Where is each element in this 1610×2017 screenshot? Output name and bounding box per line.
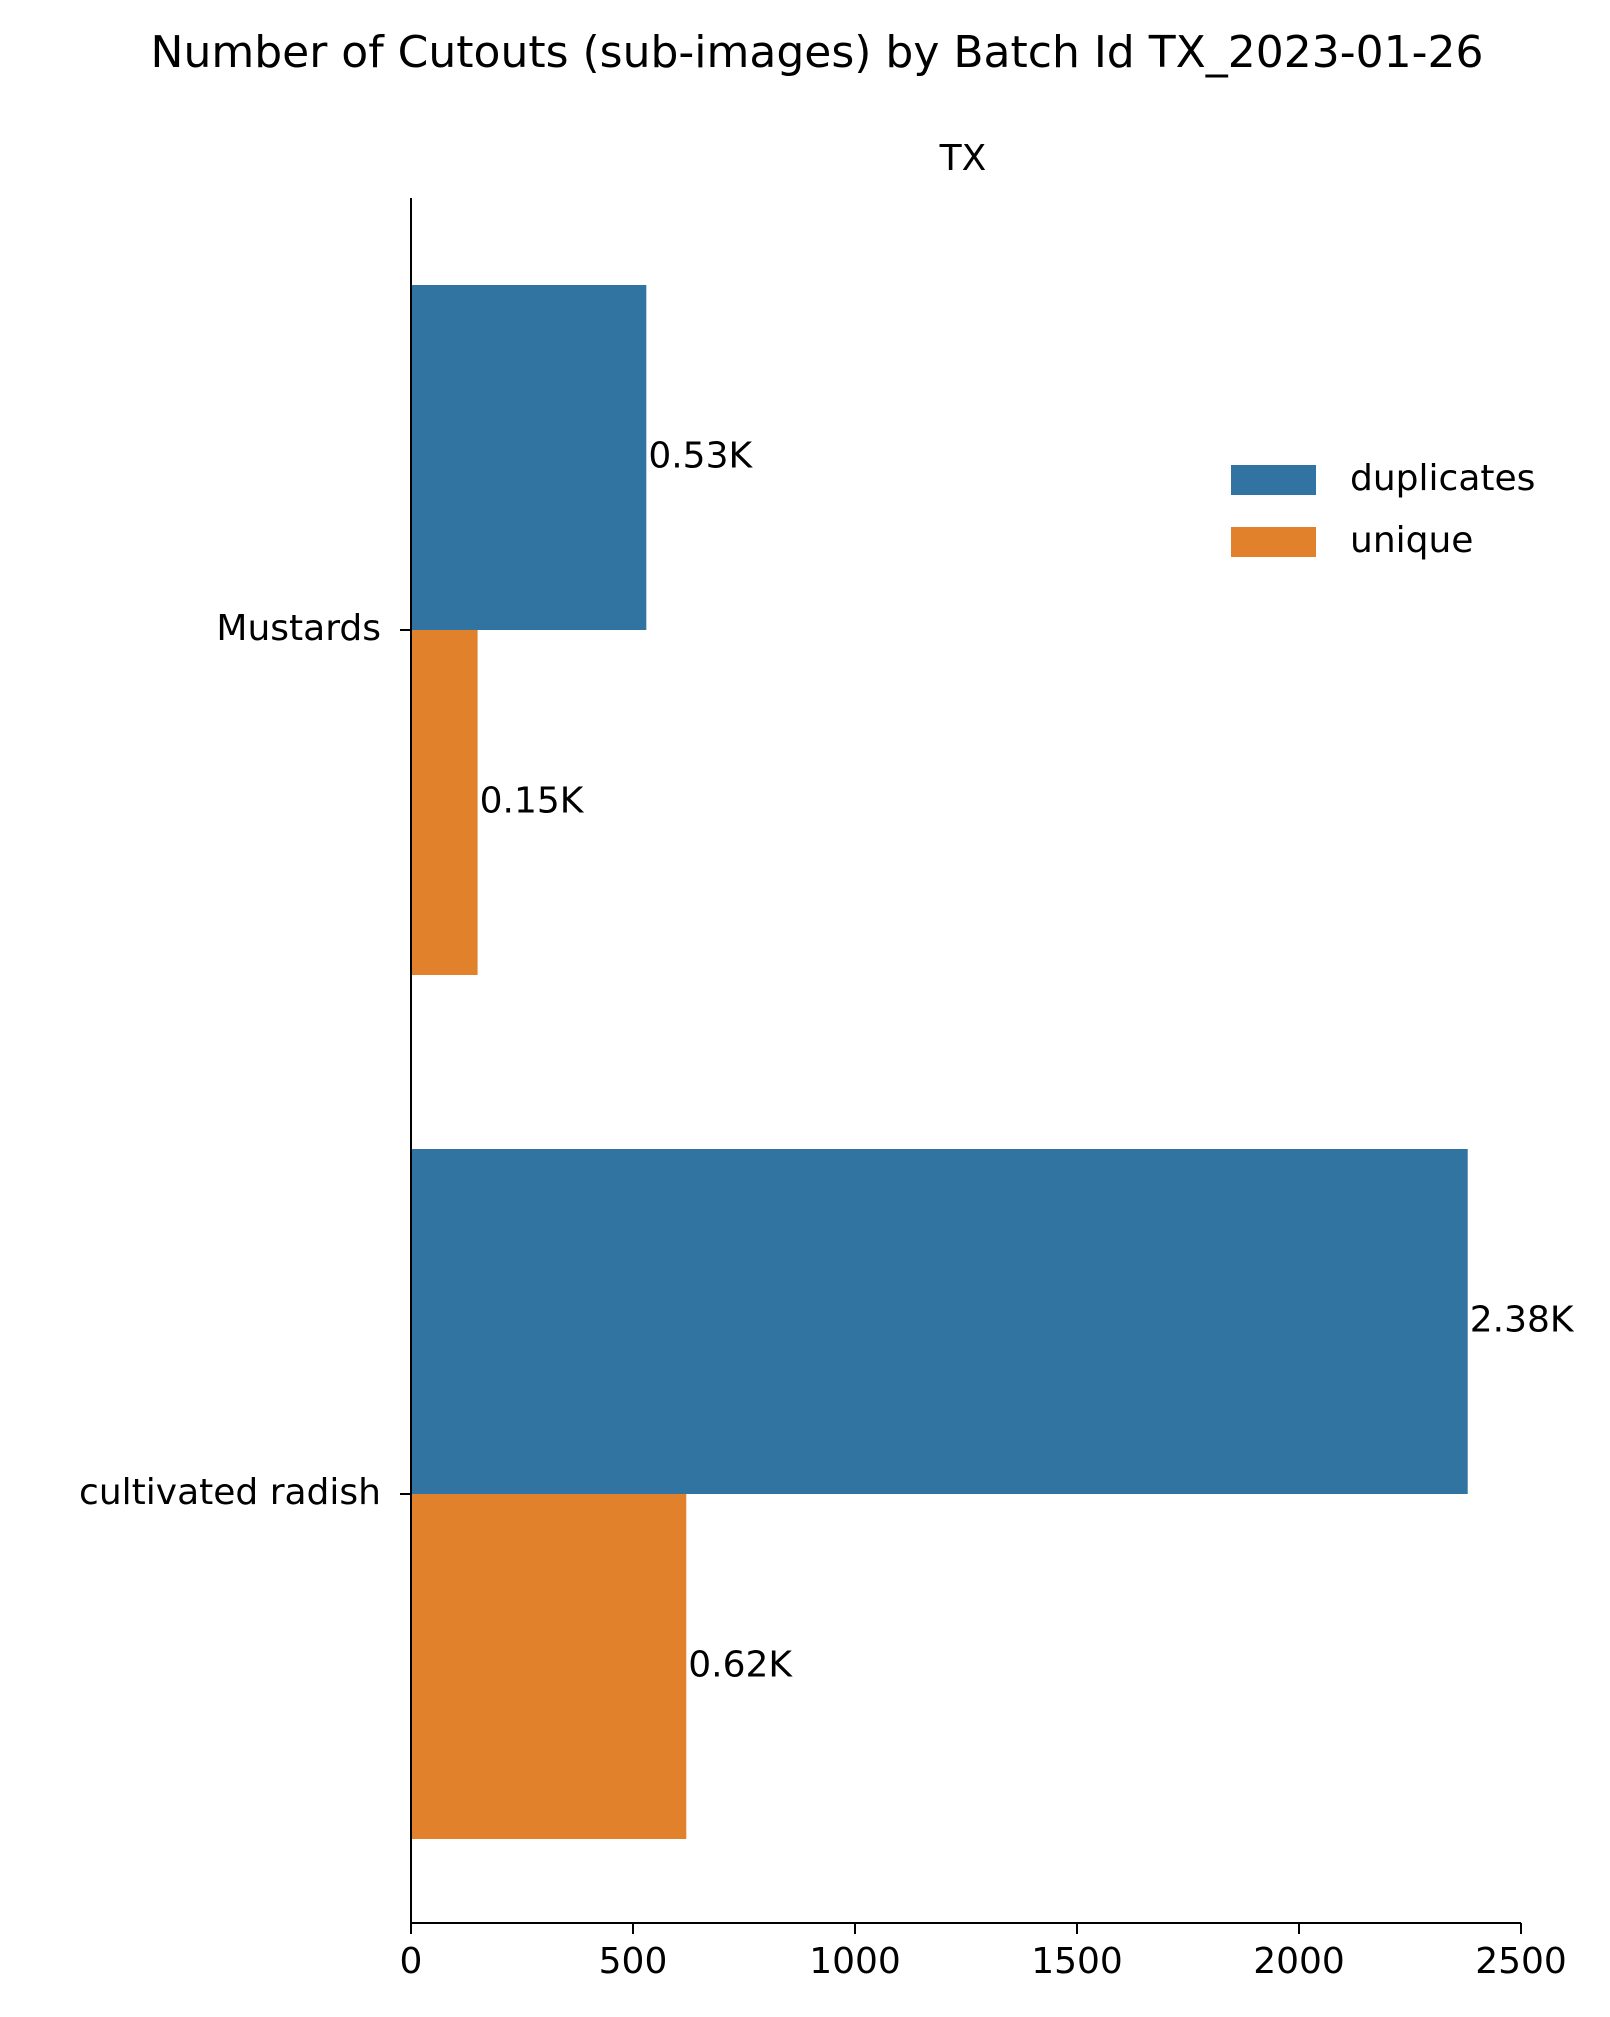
legend-label-duplicates: duplicates bbox=[1350, 458, 1535, 499]
bars-layer bbox=[411, 285, 1468, 1839]
legend-swatch-unique bbox=[1231, 527, 1316, 557]
legend: duplicates unique bbox=[1231, 458, 1535, 561]
legend-label-unique: unique bbox=[1350, 520, 1473, 561]
y-tick-label-0: Mustards bbox=[216, 608, 381, 649]
facet-title: TX bbox=[939, 138, 987, 179]
y-tick-label-1: cultivated radish bbox=[79, 1472, 381, 1513]
data-label-duplicates-0: 0.53K bbox=[648, 436, 753, 477]
data-labels-layer: 0.53K 0.15K 2.38K 0.62K bbox=[480, 436, 1575, 1686]
data-label-unique-1: 0.62K bbox=[688, 1645, 793, 1686]
bar-duplicates-1 bbox=[411, 1149, 1468, 1494]
axes-layer: Mustards cultivated radish 0 500 1000 1500 200… bbox=[79, 198, 1567, 1982]
x-tick-label-3: 1500 bbox=[1031, 1941, 1123, 1982]
bar-unique-1 bbox=[411, 1494, 687, 1839]
bar-unique-0 bbox=[411, 630, 478, 975]
x-tick-label-2: 1000 bbox=[809, 1941, 901, 1982]
legend-swatch-duplicates bbox=[1231, 465, 1316, 495]
x-tick-label-4: 2000 bbox=[1253, 1941, 1345, 1982]
bar-duplicates-0 bbox=[411, 285, 647, 630]
data-label-duplicates-1: 2.38K bbox=[1470, 1300, 1575, 1341]
chart-title: Number of Cutouts (sub-images) by Batch … bbox=[151, 27, 1484, 78]
x-tick-label-5: 2500 bbox=[1475, 1941, 1567, 1982]
x-tick-label-0: 0 bbox=[400, 1941, 423, 1982]
x-tick-label-1: 500 bbox=[599, 1941, 668, 1982]
data-label-unique-0: 0.15K bbox=[480, 781, 585, 822]
